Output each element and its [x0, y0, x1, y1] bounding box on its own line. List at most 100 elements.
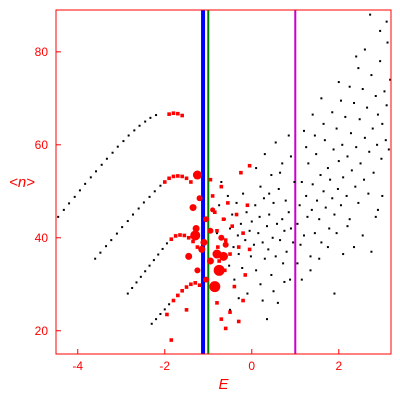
- data-point: [283, 229, 286, 232]
- x-tick-label: 2: [335, 359, 342, 373]
- data-point: [161, 247, 164, 250]
- data-point: [155, 318, 158, 321]
- data-point: [237, 297, 240, 300]
- data-point: [322, 190, 325, 193]
- data-point: [318, 218, 321, 221]
- data-point: [232, 284, 237, 289]
- data-point: [184, 176, 189, 181]
- data-point: [180, 174, 184, 179]
- data-point: [357, 67, 360, 70]
- data-point: [348, 218, 351, 221]
- axes: -4 -2 0 2 20 40 60 80: [35, 9, 392, 373]
- data-point: [111, 151, 114, 154]
- data-point: [283, 280, 286, 283]
- data-point: [348, 85, 351, 88]
- data-point: [184, 285, 189, 289]
- y-axis-ticks: 20 40 60 80: [35, 45, 61, 338]
- x-tick-label: -4: [72, 359, 83, 373]
- data-point: [385, 104, 388, 107]
- data-point: [285, 250, 288, 253]
- data-point: [309, 269, 312, 272]
- data-point: [266, 318, 269, 321]
- data-point: [153, 190, 156, 193]
- data-point: [333, 292, 336, 295]
- data-point: [374, 215, 377, 218]
- data-point: [305, 194, 308, 197]
- data-point: [234, 212, 239, 217]
- data-point: [341, 143, 344, 146]
- data-point: [353, 101, 356, 104]
- data-point: [89, 176, 92, 179]
- data-point: [274, 255, 277, 258]
- data-point: [332, 148, 335, 151]
- data-point: [203, 276, 210, 283]
- data-point: [167, 176, 171, 181]
- data-point: [376, 143, 379, 146]
- data-point: [268, 213, 271, 216]
- data-point: [192, 224, 200, 232]
- data-point: [115, 232, 118, 235]
- data-point: [171, 111, 176, 115]
- data-point: [218, 204, 221, 207]
- data-point: [178, 233, 182, 237]
- data-point: [298, 204, 301, 207]
- data-point: [228, 310, 232, 314]
- data-point: [159, 184, 162, 187]
- data-point: [371, 127, 374, 130]
- data-point: [219, 251, 228, 261]
- data-point: [284, 199, 287, 202]
- data-point: [316, 199, 319, 202]
- data-point: [370, 250, 373, 253]
- data-point: [355, 55, 358, 58]
- data-point: [246, 292, 249, 295]
- data-point: [379, 29, 382, 32]
- data-point: [320, 97, 323, 100]
- data-point: [219, 317, 224, 321]
- data-point: [215, 229, 219, 233]
- data-point: [324, 206, 327, 209]
- data-points: [57, 13, 392, 342]
- data-point: [236, 234, 239, 237]
- data-point: [337, 160, 340, 163]
- data-point: [171, 174, 176, 179]
- data-point: [121, 226, 124, 229]
- data-point: [207, 227, 214, 234]
- data-point: [363, 136, 366, 139]
- data-point: [274, 141, 277, 144]
- data-point: [94, 257, 97, 260]
- data-point: [137, 207, 140, 210]
- data-point: [228, 252, 232, 256]
- data-point: [206, 257, 214, 265]
- data-point: [289, 227, 292, 230]
- data-point: [266, 225, 269, 228]
- data-point: [272, 290, 275, 293]
- data-point: [139, 275, 142, 278]
- data-point: [235, 201, 238, 204]
- data-point: [310, 208, 313, 211]
- data-point: [353, 246, 356, 249]
- data-point: [281, 162, 284, 165]
- data-point: [144, 270, 147, 273]
- data-point: [148, 195, 151, 198]
- data-point: [62, 208, 65, 211]
- data-point: [221, 217, 226, 221]
- data-point: [287, 211, 290, 214]
- data-point: [95, 170, 98, 173]
- data-point: [215, 301, 219, 305]
- data-point: [180, 113, 184, 118]
- data-point: [192, 170, 202, 180]
- data-point: [386, 41, 389, 44]
- data-point: [279, 239, 282, 242]
- data-point: [200, 238, 208, 246]
- data-point: [228, 264, 231, 267]
- data-point: [78, 189, 81, 192]
- y-tick-label: 60: [35, 138, 49, 152]
- data-point: [261, 299, 264, 302]
- data-point: [229, 227, 232, 230]
- data-point: [267, 248, 270, 251]
- x-tick-label: 0: [248, 359, 255, 373]
- data-point: [110, 239, 113, 242]
- data-point: [315, 153, 318, 156]
- data-point: [337, 81, 340, 84]
